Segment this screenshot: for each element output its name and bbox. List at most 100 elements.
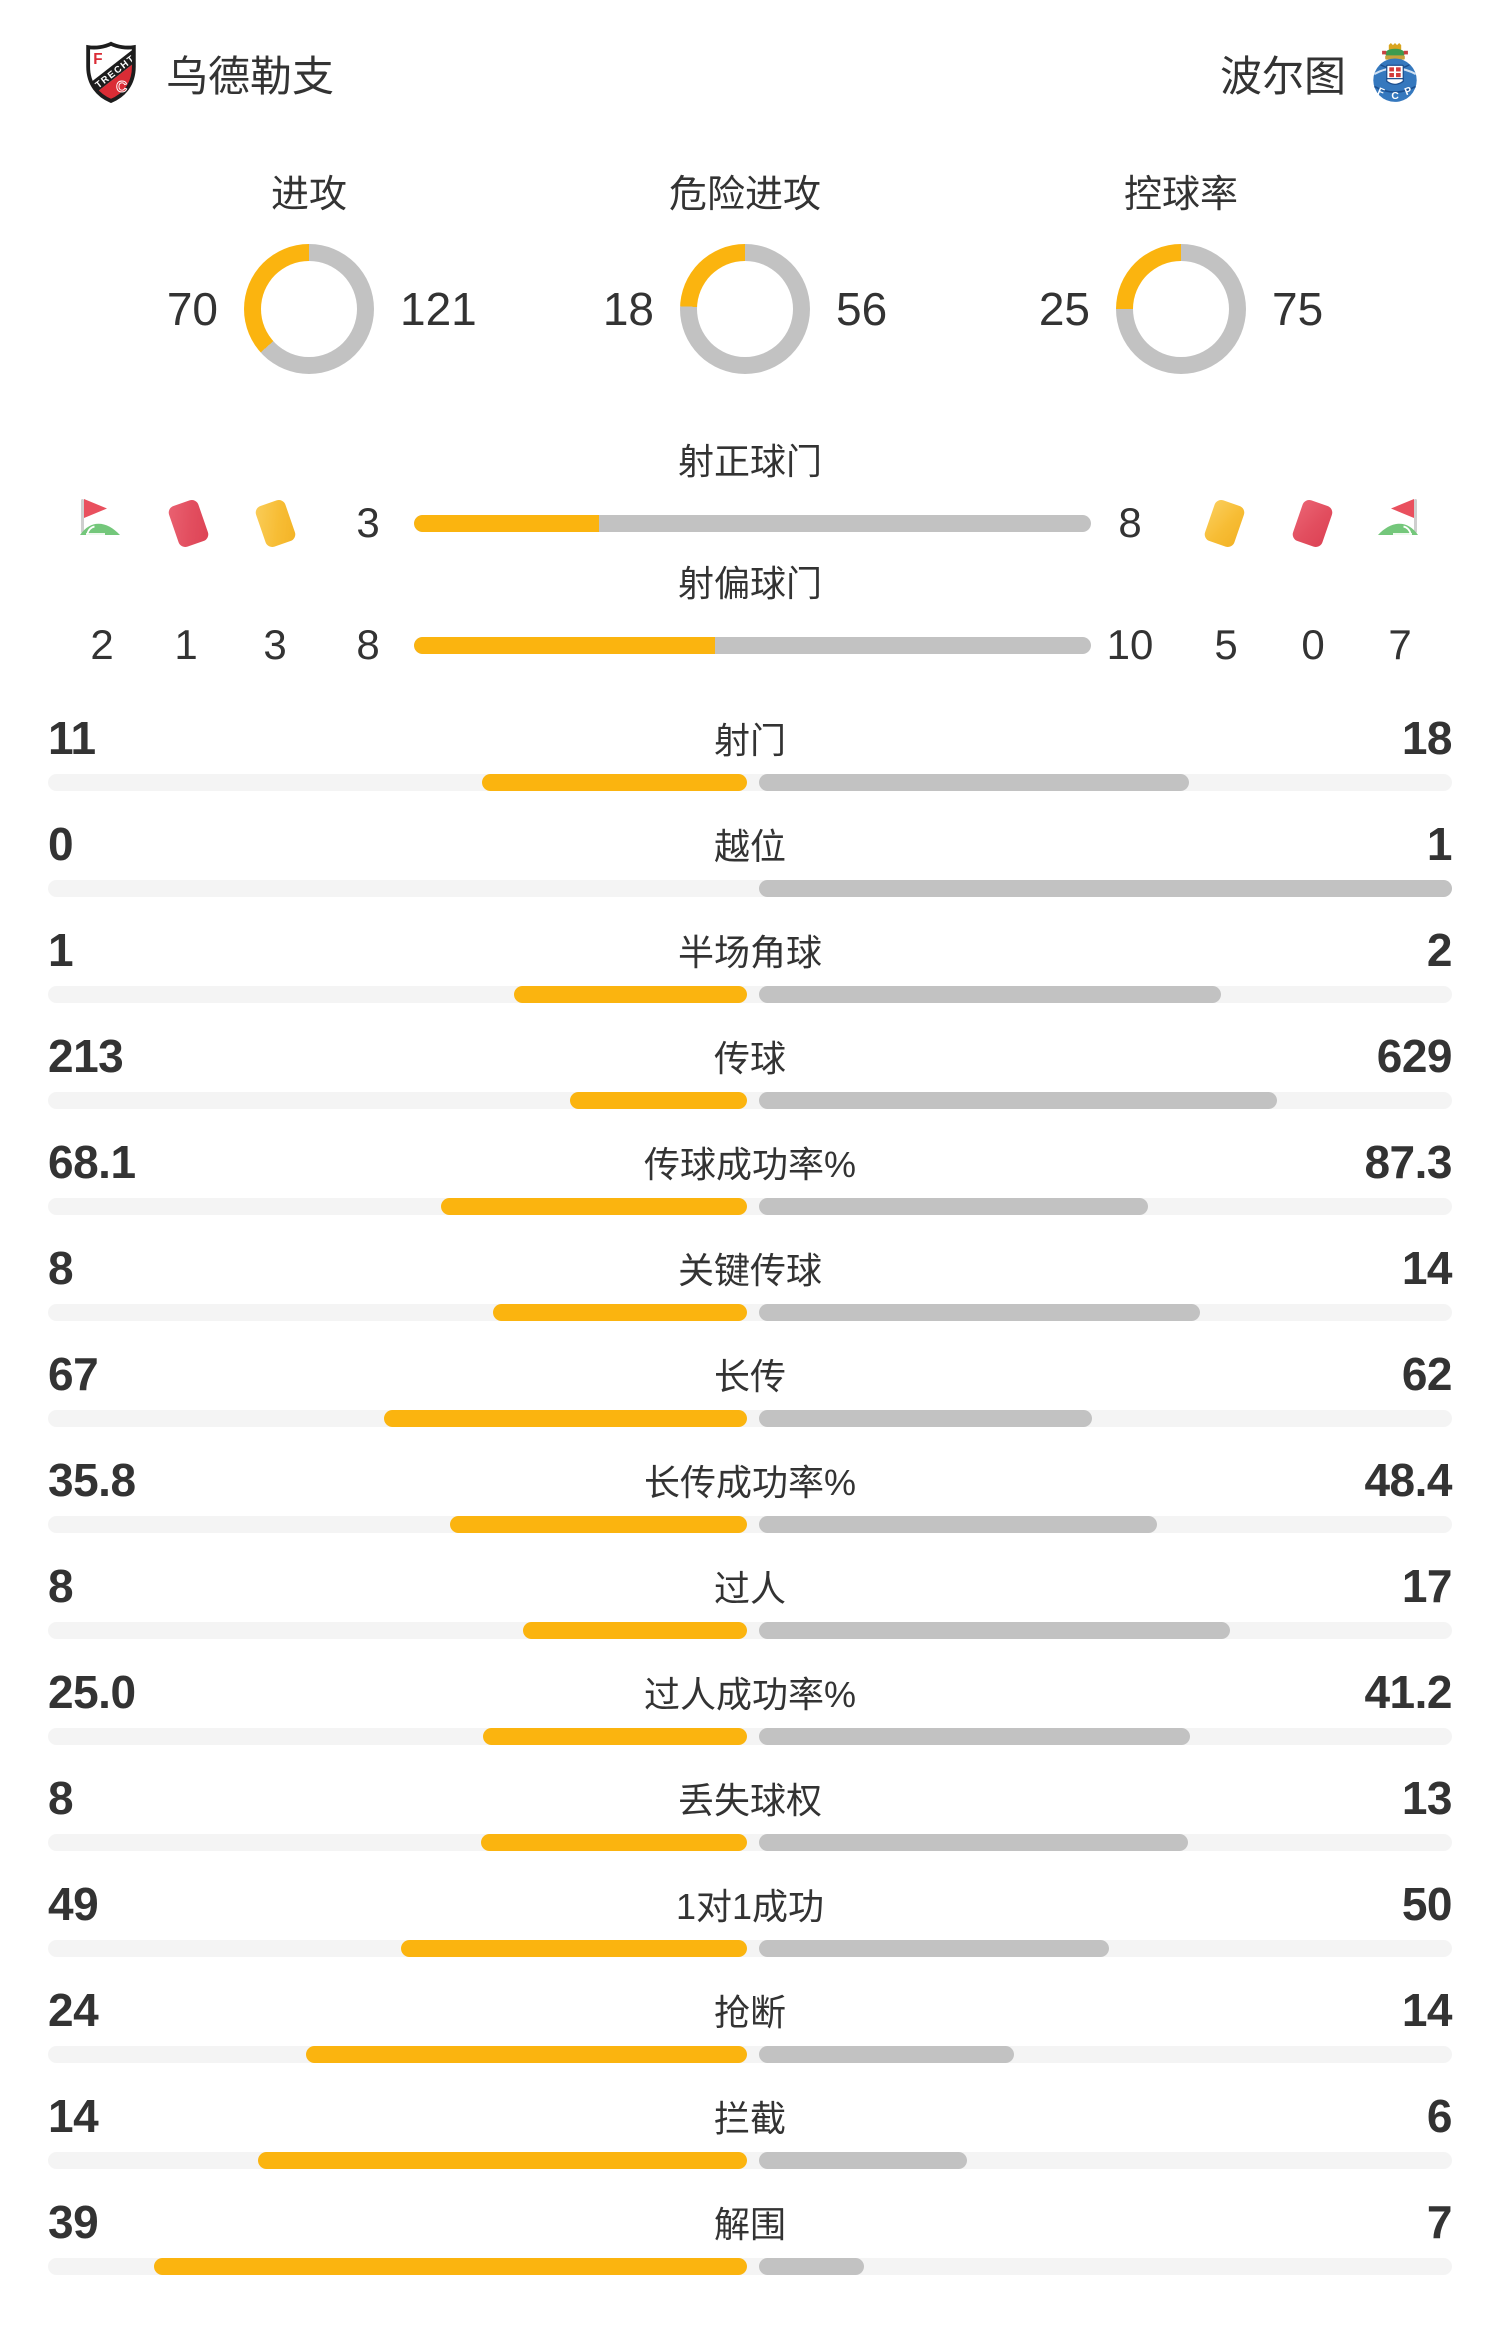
stat-home-value: 49 [48, 1878, 99, 1930]
stat-row-line: 39 解围 7 [48, 2196, 1453, 2248]
donut-home-value: 70 [166, 283, 218, 335]
stat-bar-home [482, 774, 747, 791]
away-team: 波尔图 [1220, 42, 1422, 104]
red-card-icon-away [1285, 496, 1339, 550]
stat-bar-track [48, 1940, 1452, 1957]
stat-bar-away [759, 1516, 1157, 1533]
stat-bar-away [759, 2046, 1014, 2063]
stat-bar-away [759, 1092, 1277, 1109]
stat-home-value: 24 [48, 1984, 99, 2036]
stat-label: 长传成功率% [643, 1462, 856, 1503]
donut-section: 进攻 70 121 危险进攻 18 56 控球率 25 75 [128, 168, 1362, 374]
stat-label: 过人成功率% [643, 1674, 856, 1715]
stat-bar-track [48, 1198, 1452, 1215]
stat-row: 49 1对1成功 50 [48, 1878, 1453, 1957]
stat-row: 8 过人 17 [48, 1560, 1453, 1639]
home-team: UTRECHT F C 乌德勒支 [78, 40, 334, 106]
stat-away-value: 17 [1401, 1560, 1453, 1612]
stat-home-value: 0 [48, 818, 74, 870]
donut-label: 进攻 [270, 174, 347, 216]
stat-bar-track [48, 774, 1452, 791]
stat-bar-away [759, 1728, 1190, 1745]
stat-bar-track [48, 1304, 1452, 1321]
stat-home-value: 8 [48, 1242, 74, 1294]
donut-group-2: 控球率 25 75 [1000, 168, 1362, 374]
stat-away-value: 7 [1426, 2196, 1453, 2248]
stat-row-line: 8 丢失球权 13 [48, 1772, 1453, 1824]
stat-row: 25.0 过人成功率% 41.2 [48, 1666, 1452, 1745]
away-red-cards-count: 0 [1301, 621, 1325, 668]
stat-away-value: 48.4 [1364, 1454, 1452, 1506]
donut-group-0: 进攻 70 121 [128, 168, 490, 374]
stat-away-value: 2 [1426, 924, 1453, 976]
stat-bar-home [481, 1834, 747, 1851]
stat-row-line: 49 1对1成功 50 [48, 1878, 1453, 1930]
stat-away-value: 14 [1401, 1984, 1453, 2036]
stat-row-line: 8 关键传球 14 [48, 1242, 1453, 1294]
stat-home-value: 8 [48, 1772, 74, 1824]
stat-row-line: 0 越位 1 [48, 818, 1453, 870]
stat-row: 8 关键传球 14 [48, 1242, 1453, 1321]
stat-bar-track [48, 1410, 1452, 1427]
stat-bar-home [384, 1410, 747, 1427]
stat-row: 0 越位 1 [48, 818, 1453, 897]
stat-bar-track [48, 880, 1452, 897]
stat-away-value: 62 [1401, 1348, 1453, 1400]
stat-row: 35.8 长传成功率% 48.4 [48, 1454, 1452, 1533]
donut-ring [1116, 244, 1246, 374]
shots-on-target-bar [414, 515, 1091, 532]
shots-off-target-away-value: 10 [1106, 621, 1154, 668]
stat-bar-track [48, 1092, 1452, 1109]
away-yellow-cards-count: 5 [1214, 621, 1238, 668]
stat-away-value: 18 [1401, 712, 1453, 764]
stat-row: 67 长传 62 [48, 1348, 1453, 1427]
svg-text:F: F [1376, 86, 1386, 99]
stat-row: 14 拦截 6 [48, 2090, 1453, 2169]
stat-bar-home [306, 2046, 747, 2063]
header: UTRECHT F C 乌德勒支 波尔图 [0, 36, 1500, 110]
stat-row-line: 1 半场角球 2 [48, 924, 1453, 976]
donut-ring [244, 244, 374, 374]
stat-bar-away [759, 1304, 1200, 1321]
shots-on-target-home-value: 3 [356, 499, 380, 546]
stat-home-value: 67 [48, 1348, 99, 1400]
svg-text:P: P [1403, 85, 1414, 98]
yellow-card-icon-away [1197, 496, 1251, 550]
donut-row: 18 56 [562, 244, 928, 374]
stat-away-value: 6 [1426, 2090, 1453, 2142]
svg-text:C: C [1391, 91, 1399, 102]
donut-away-value: 56 [836, 283, 888, 335]
shots-off-target-bar [414, 637, 1091, 654]
stat-bar-home [258, 2152, 747, 2169]
home-corners-count: 2 [90, 621, 114, 668]
stat-row-line: 213 传球 629 [48, 1030, 1453, 1082]
stat-row-line: 8 过人 17 [48, 1560, 1453, 1612]
stat-home-value: 8 [48, 1560, 74, 1612]
stat-row: 68.1 传球成功率% 87.3 [48, 1136, 1452, 1215]
stat-bar-away [759, 986, 1221, 1003]
shots-on-target-bar-home [414, 515, 599, 532]
stat-bar-away [759, 2258, 864, 2275]
stat-bar-track [48, 1622, 1452, 1639]
stat-away-value: 14 [1401, 1242, 1453, 1294]
stat-bar-track [48, 2046, 1452, 2063]
stat-bar-track [48, 1834, 1452, 1851]
away-corners-count: 7 [1388, 621, 1412, 668]
stat-label: 越位 [713, 826, 786, 867]
stat-home-value: 213 [48, 1030, 124, 1082]
stat-row-line: 25.0 过人成功率% 41.2 [48, 1666, 1452, 1718]
home-team-name: 乌德勒支 [166, 52, 335, 100]
donut-row: 70 121 [126, 244, 492, 374]
stat-bar-track [48, 1516, 1452, 1533]
stat-bar-track [48, 1728, 1452, 1745]
stat-bar-home [154, 2258, 747, 2275]
stat-bar-away [759, 1410, 1092, 1427]
stat-label: 过人 [713, 1568, 786, 1609]
stat-bar-away [759, 1940, 1109, 1957]
red-card-icon-home [161, 496, 215, 550]
stat-away-value: 87.3 [1364, 1136, 1452, 1188]
stat-home-value: 14 [48, 2090, 99, 2142]
stat-bar-away [759, 880, 1452, 897]
stat-bar-track [48, 986, 1452, 1003]
stat-label: 关键传球 [677, 1250, 822, 1291]
